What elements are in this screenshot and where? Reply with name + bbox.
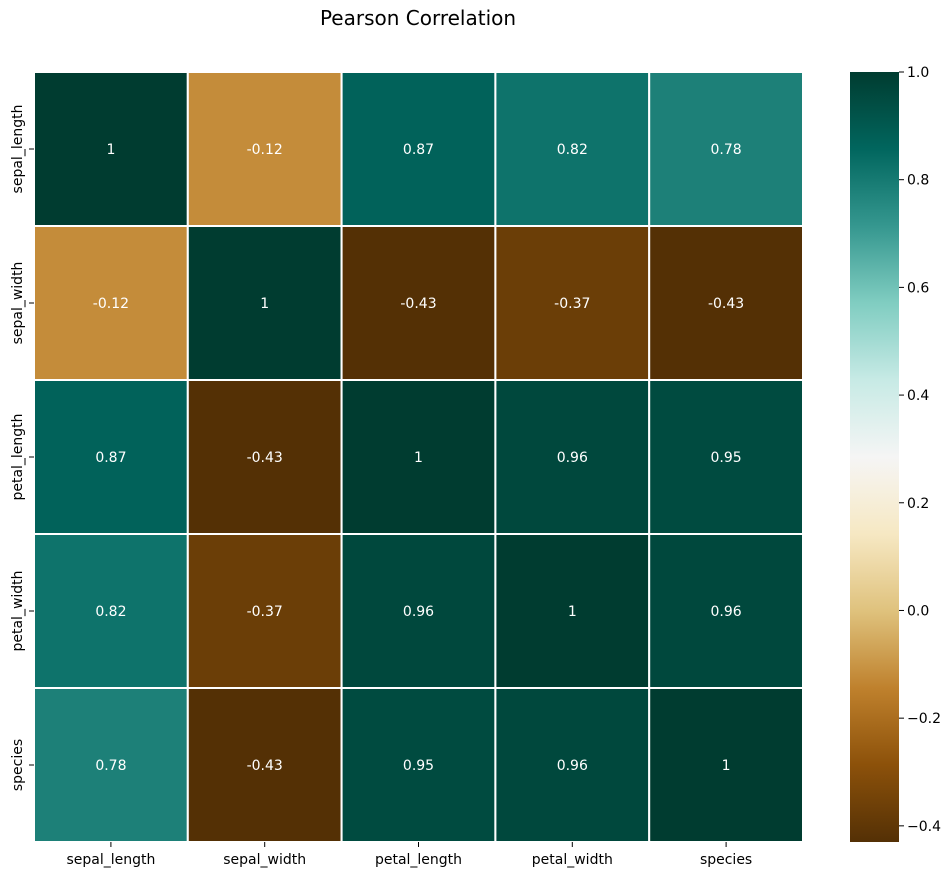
- cell-annotation: 0.96: [403, 604, 434, 620]
- y-axis: sepal_length sepal_width petal_lengthpetal…: [10, 105, 34, 791]
- y-tick-label: petal_length: [10, 413, 26, 500]
- cell-annotation: 0.87: [403, 142, 434, 158]
- colorbar-tick-label: 0.0: [907, 603, 929, 619]
- cell-annotation: -0.43: [247, 758, 283, 774]
- cell-annotation: 0.95: [403, 758, 434, 774]
- heatmap-cells: [33, 71, 805, 843]
- y-tick-label: petal_width: [10, 570, 26, 651]
- cell-annotations: 1 -0.12 0.87 0.82 0.78 -0.12 1 -0.43 -0.37 -0.43 0…: [93, 142, 744, 774]
- heatmap-cell: [186, 379, 343, 535]
- cell-annotation: 0.87: [95, 450, 126, 466]
- cell-annotation: -0.43: [400, 296, 436, 312]
- y-tick-label: species: [10, 739, 26, 791]
- heatmap-cell: [186, 71, 343, 227]
- cell-annotation: 1: [260, 296, 269, 312]
- heatmap-cell: [648, 533, 805, 689]
- cell-annotation: 0.96: [557, 758, 588, 774]
- colorbar-tick-label: −0.4: [907, 819, 941, 835]
- cell-annotation: -0.12: [93, 296, 129, 312]
- y-tick-label: sepal_width: [10, 262, 26, 345]
- heatmap-cell: [186, 533, 343, 689]
- cell-annotation: 1: [106, 142, 115, 158]
- x-tick-label: sepal_width: [223, 852, 306, 868]
- x-tick-label: sepal_length: [66, 852, 155, 868]
- cell-annotation: 0.78: [711, 142, 742, 158]
- heatmap-cell: [494, 379, 651, 535]
- colorbar-tick-label: 1.0: [907, 65, 929, 81]
- cell-annotation: 0.78: [95, 758, 126, 774]
- colorbar-tick-label: 0.2: [907, 496, 929, 512]
- heatmap-cell: [648, 225, 805, 381]
- cell-annotation: -0.43: [708, 296, 744, 312]
- heatmap-cell: [33, 687, 189, 843]
- heatmap-cell: [648, 687, 805, 843]
- y-tick-label: sepal_length: [10, 105, 26, 194]
- cell-annotation: 0.96: [711, 604, 742, 620]
- colorbar-gradient: [850, 72, 899, 842]
- cell-annotation: -0.37: [247, 604, 283, 620]
- heatmap-cell: [340, 71, 497, 227]
- cell-annotation: 0.96: [557, 450, 588, 466]
- heatmap-cell: [33, 225, 189, 381]
- cell-annotation: 0.95: [711, 450, 742, 466]
- cell-annotation: -0.43: [247, 450, 283, 466]
- heatmap-cell: [340, 533, 497, 689]
- colorbar-tick-label: 0.4: [907, 388, 929, 404]
- x-tick-label: petal_width: [532, 852, 613, 868]
- cell-annotation: -0.12: [247, 142, 283, 158]
- colorbar: −0.4 −0.2 0.0 0.2 0.4 0.6 0.8 1.0: [850, 65, 941, 842]
- cell-annotation: 0.82: [557, 142, 588, 158]
- heatmap-cell: [648, 71, 805, 227]
- x-axis: sepal_length sepal_width petal_length petal…: [66, 842, 752, 868]
- chart-title: Pearson Correlation: [320, 6, 516, 30]
- cell-annotation: 1: [414, 450, 423, 466]
- heatmap-cell: [648, 379, 805, 535]
- heatmap-cell: [340, 225, 497, 381]
- colorbar-tick-label: 0.8: [907, 173, 929, 189]
- heatmap-cell: [33, 71, 189, 227]
- cell-annotation: 1: [568, 604, 577, 620]
- heatmap-cell: [340, 687, 497, 843]
- heatmap-cell: [186, 687, 343, 843]
- cell-annotation: 0.82: [95, 604, 126, 620]
- x-tick-label: petal_length: [375, 852, 462, 868]
- colorbar-tick-label: 0.6: [907, 280, 929, 296]
- cell-annotation: 1: [722, 758, 731, 774]
- heatmap-cell: [494, 533, 651, 689]
- heatmap-cell: [340, 379, 497, 535]
- colorbar-tick-label: −0.2: [907, 711, 941, 727]
- x-tick-label: species: [700, 852, 752, 868]
- heatmap-cell: [494, 71, 651, 227]
- cell-annotation: -0.37: [554, 296, 590, 312]
